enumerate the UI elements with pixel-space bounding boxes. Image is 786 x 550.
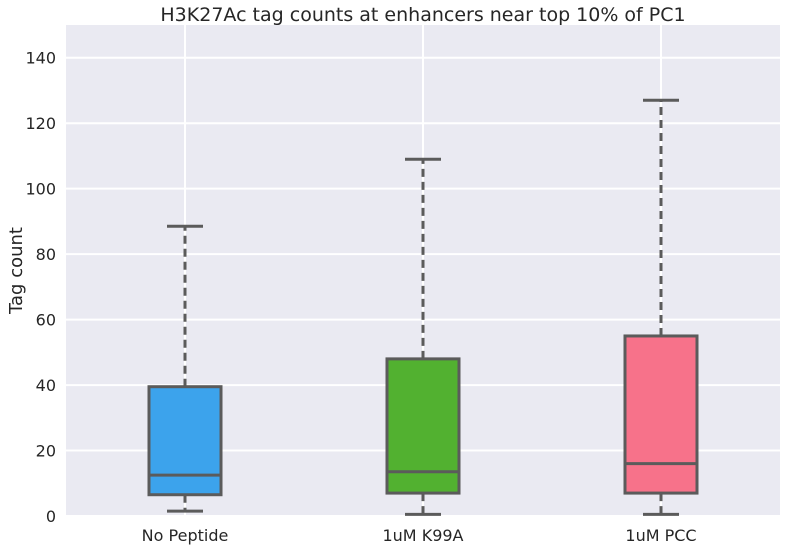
y-tick-label: 100 <box>25 180 56 199</box>
box-1um-pcc <box>623 98 699 516</box>
boxes <box>147 98 699 516</box>
y-tick-label: 120 <box>25 114 56 133</box>
y-tick-label: 0 <box>46 507 56 526</box>
x-tick-label: 1uM PCC <box>625 526 696 545</box>
box-no-peptide <box>147 224 223 513</box>
box-1um-k99a <box>385 157 461 516</box>
y-tick-label: 80 <box>36 245 56 264</box>
box-iqr <box>147 385 223 497</box>
y-axis-label: Tag count <box>6 227 27 315</box>
x-tick-label: 1uM K99A <box>382 526 463 545</box>
y-tick-label: 40 <box>36 376 56 395</box>
x-tick-label: No Peptide <box>142 526 229 545</box>
box-iqr <box>623 334 699 495</box>
y-tick-label: 20 <box>36 442 56 461</box>
y-tick-label: 60 <box>36 311 56 330</box>
y-tick-label: 140 <box>25 49 56 68</box>
y-axis-ticks: 0 20 40 60 80 100 120 140 <box>25 49 56 526</box>
x-axis-ticks: No Peptide 1uM K99A 1uM PCC <box>142 526 697 545</box>
chart-title: H3K27Ac tag counts at enhancers near top… <box>160 4 685 26</box>
